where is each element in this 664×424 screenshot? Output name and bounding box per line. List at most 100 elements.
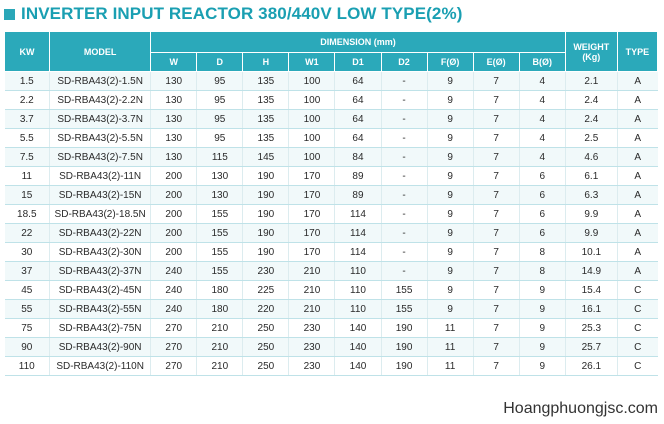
cell-w1: 210	[288, 299, 336, 319]
cell-model: SD-RBA43(2)-75N	[49, 318, 152, 338]
cell-h: 190	[242, 185, 290, 205]
table-row: 22 SD-RBA43(2)-22N 200 155 190 170 114-9 7 6 9.9 A	[4, 223, 658, 243]
cell-d: 155	[196, 204, 244, 224]
cell-w: 200	[150, 242, 198, 262]
cell-d1: 64	[334, 71, 382, 91]
cell-w1: 170	[288, 242, 336, 262]
cell-f: 11	[427, 337, 474, 357]
cell-model: SD-RBA43(2)-5.5N	[49, 128, 152, 148]
header-dim-4: D1	[334, 52, 382, 72]
header-dimension: DIMENSION (mm)	[150, 31, 566, 53]
cell-weight: 16.1	[565, 299, 618, 319]
cell-f: 9	[427, 90, 474, 110]
cell-kw: 90	[4, 337, 51, 357]
cell-type: A	[617, 71, 658, 91]
cell-d2: -	[381, 223, 428, 243]
table-row: 90 SD-RBA43(2)-90N 270 210 250 230 140 190 11 7 9 2…	[4, 337, 658, 357]
cell-f: 9	[427, 166, 474, 186]
site-watermark-text: Hoangphuongjsc.com	[503, 400, 658, 417]
table-row: 11 SD-RBA43(2)-11N 200 130 190 170 89-9 7 6 6.1 A	[4, 166, 658, 186]
cell-h: 135	[242, 109, 290, 129]
page-title: INVERTER INPUT REACTOR 380/440V LOW TYPE…	[21, 4, 463, 23]
cell-kw: 110	[4, 356, 51, 376]
cell-e: 7	[473, 166, 520, 186]
cell-weight: 14.9	[565, 261, 618, 281]
cell-e: 7	[473, 242, 520, 262]
table-row: 1.5 SD-RBA43(2)-1.5N 130 95 135 100 64-9 7 4 2.1 A	[4, 71, 658, 91]
cell-d2: -	[381, 242, 428, 262]
cell-w: 200	[150, 185, 198, 205]
cell-e: 7	[473, 337, 520, 357]
cell-w: 200	[150, 204, 198, 224]
cell-f: 11	[427, 318, 474, 338]
cell-h: 225	[242, 280, 290, 300]
cell-w: 130	[150, 147, 198, 167]
cell-d1: 64	[334, 109, 382, 129]
cell-weight: 9.9	[565, 223, 618, 243]
cell-d: 130	[196, 166, 244, 186]
cell-w1: 210	[288, 261, 336, 281]
cell-d: 130	[196, 185, 244, 205]
cell-model: SD-RBA43(2)-1.5N	[49, 71, 152, 91]
cell-type: A	[617, 185, 658, 205]
cell-model: SD-RBA43(2)-22N	[49, 223, 152, 243]
cell-b: 9	[519, 337, 566, 357]
spec-table: KW MODEL DIMENSION (mm) WEIGHT (Kg) TYPE…	[3, 31, 659, 376]
cell-weight: 2.4	[565, 109, 618, 129]
cell-kw: 30	[4, 242, 51, 262]
cell-e: 7	[473, 71, 520, 91]
cell-b: 4	[519, 128, 566, 148]
cell-type: A	[617, 128, 658, 148]
cell-d1: 84	[334, 147, 382, 167]
cell-w1: 210	[288, 280, 336, 300]
cell-weight: 10.1	[565, 242, 618, 262]
cell-h: 145	[242, 147, 290, 167]
cell-w: 270	[150, 356, 198, 376]
cell-model: SD-RBA43(2)-15N	[49, 185, 152, 205]
cell-f: 9	[427, 242, 474, 262]
cell-d1: 64	[334, 90, 382, 110]
cell-h: 190	[242, 204, 290, 224]
cell-d2: -	[381, 147, 428, 167]
cell-h: 190	[242, 166, 290, 186]
cell-w: 130	[150, 90, 198, 110]
cell-h: 250	[242, 337, 290, 357]
cell-weight: 2.5	[565, 128, 618, 148]
header-dim-3: W1	[288, 52, 336, 72]
cell-kw: 7.5	[4, 147, 51, 167]
cell-e: 7	[473, 90, 520, 110]
header-row-top: KW MODEL DIMENSION (mm) WEIGHT (Kg) TYPE	[3, 31, 659, 72]
cell-w: 200	[150, 166, 198, 186]
cell-f: 9	[427, 185, 474, 205]
cell-f: 9	[427, 280, 474, 300]
table-row: 30 SD-RBA43(2)-30N 200 155 190 170 114-9 7 8 10.1…	[4, 242, 658, 262]
table-row: 3.7 SD-RBA43(2)-3.7N 130 95 135 100 64-9 7 4 2.4 A	[4, 109, 658, 129]
cell-f: 9	[427, 71, 474, 91]
cell-d1: 89	[334, 166, 382, 186]
cell-b: 8	[519, 242, 566, 262]
cell-kw: 45	[4, 280, 51, 300]
cell-d: 95	[196, 90, 244, 110]
cell-d: 95	[196, 71, 244, 91]
cell-d: 95	[196, 128, 244, 148]
cell-d: 210	[196, 356, 244, 376]
cell-w: 240	[150, 261, 198, 281]
cell-d1: 89	[334, 185, 382, 205]
table-row: 5.5 SD-RBA43(2)-5.5N 130 95 135 100 64-9 7 4 2.5 A	[4, 128, 658, 148]
cell-w: 240	[150, 299, 198, 319]
cell-d2: -	[381, 204, 428, 224]
cell-e: 7	[473, 356, 520, 376]
cell-type: C	[617, 299, 658, 319]
table-row: 75 SD-RBA43(2)-75N 270 210 250 230 140 190 11 7 9 2…	[4, 318, 658, 338]
cell-h: 135	[242, 128, 290, 148]
cell-model: SD-RBA43(2)-110N	[49, 356, 152, 376]
header-dim-0: W	[150, 52, 198, 72]
cell-b: 6	[519, 185, 566, 205]
cell-type: A	[617, 204, 658, 224]
cell-weight: 9.9	[565, 204, 618, 224]
table-row: 55 SD-RBA43(2)-55N 240 180 220 210 110 155 9 7 9 16…	[4, 299, 658, 319]
cell-f: 9	[427, 109, 474, 129]
cell-model: SD-RBA43(2)-2.2N	[49, 90, 152, 110]
cell-d: 155	[196, 242, 244, 262]
cell-w1: 100	[288, 90, 336, 110]
